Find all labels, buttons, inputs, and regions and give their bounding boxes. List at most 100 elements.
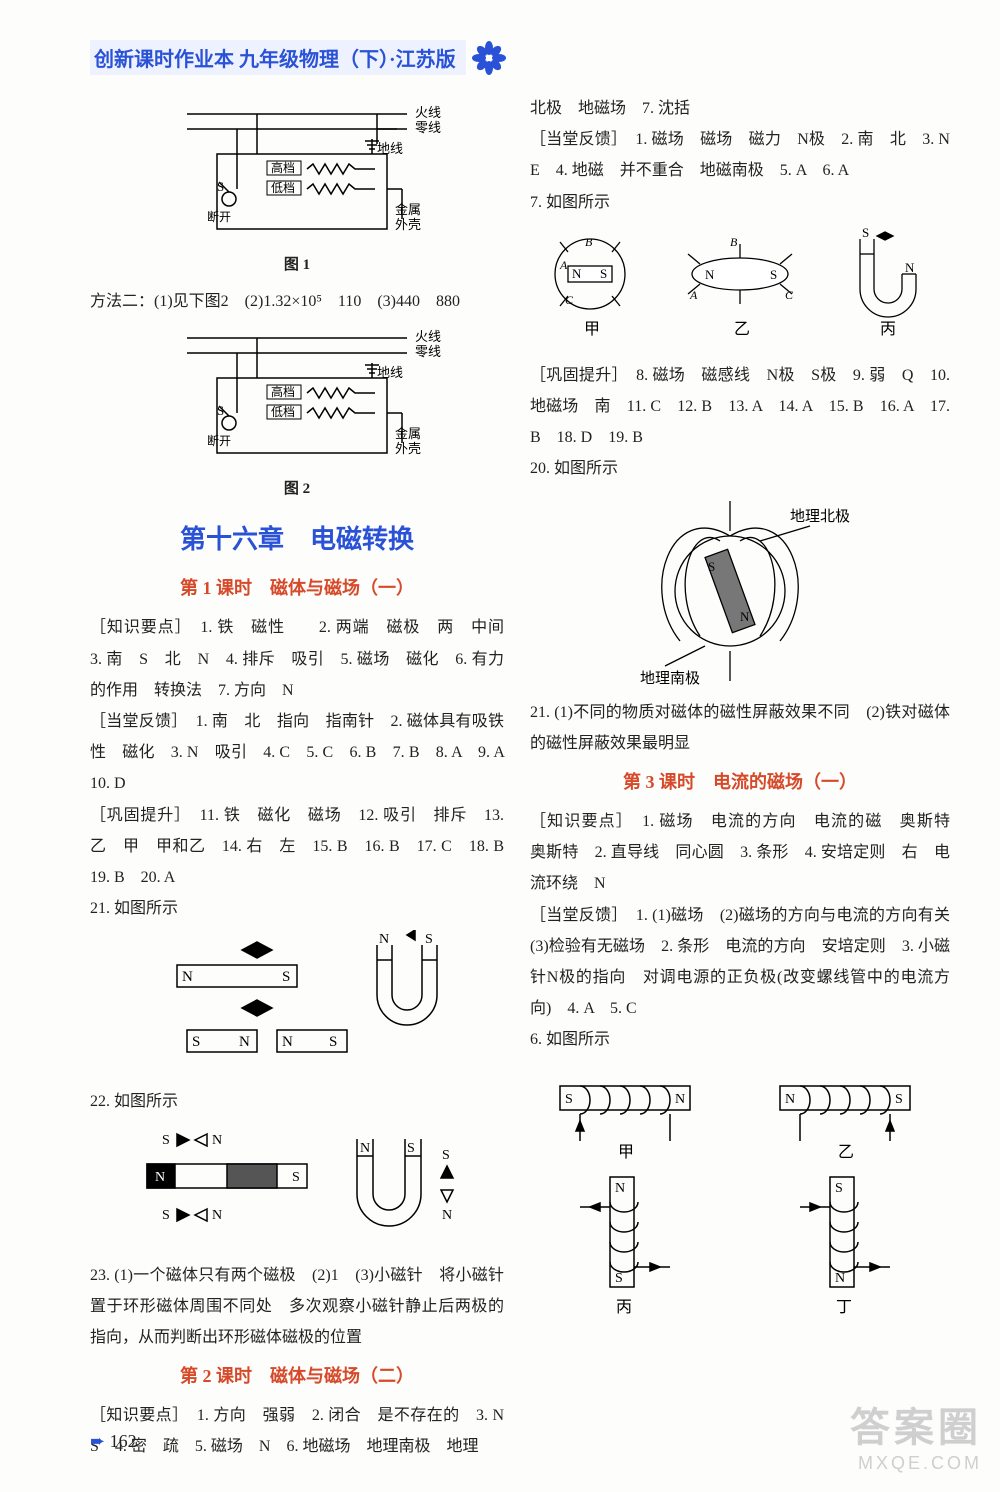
svg-text:S: S — [770, 267, 777, 282]
svg-text:S: S — [600, 266, 607, 281]
svg-text:N: N — [572, 266, 582, 281]
svg-text:S: S — [282, 969, 290, 985]
svg-text:地线: 地线 — [377, 365, 403, 380]
improve2: ［巩固提升］ 8. 磁场 磁感线 N极 S极 9. 弱 Q 10. 地磁场 南 … — [530, 360, 950, 454]
left-column: 火线 零线 地线 高档 低档 断开 金属 外壳 S 图 1 方法二：(1)见下图… — [90, 93, 504, 1463]
header-title: 创新课时作业本 九年级物理（下）·江苏版 — [90, 40, 466, 75]
svg-text:零线: 零线 — [415, 344, 441, 359]
right-column: 北极 地磁场 7. 沈括 ［当堂反馈］ 1. 磁场 磁场 磁力 N极 2. 南 … — [530, 93, 950, 1463]
svg-text:低档: 低档 — [271, 181, 295, 195]
watermark: 答案圈 MXQE.COM — [850, 1395, 982, 1474]
svg-text:乙: 乙 — [838, 1144, 854, 1161]
label-ground: 地线 — [377, 141, 403, 156]
svg-text:S: S — [329, 1034, 337, 1050]
q21: 21. 如图所示 — [90, 893, 504, 924]
lesson1-title: 第 1 课时 磁体与磁场（一） — [90, 571, 504, 606]
figure-1: 火线 零线 地线 高档 低档 断开 金属 外壳 S 图 1 — [90, 99, 504, 280]
svg-text:N: N — [379, 932, 389, 947]
content-columns: 火线 零线 地线 高档 低档 断开 金属 外壳 S 图 1 方法二：(1)见下图… — [90, 93, 950, 1463]
svg-text:B: B — [585, 235, 593, 249]
svg-text:S: S — [442, 1148, 450, 1163]
earth-north-label: 地理北极 — [790, 508, 850, 525]
kp1: ［知识要点］ 1. 铁 磁性 2. 两端 磁极 两 中间 3. 南 S 北 N … — [90, 612, 504, 706]
svg-text:外壳: 外壳 — [395, 441, 421, 456]
page-marker-icon: ➨ — [90, 1431, 105, 1451]
svg-text:S: S — [217, 179, 224, 194]
svg-text:乙: 乙 — [734, 321, 750, 338]
svg-text:断开: 断开 — [207, 433, 231, 448]
fig2-caption: 图 2 — [90, 475, 504, 504]
svg-text:丙: 丙 — [616, 1299, 632, 1316]
svg-text:S: S — [615, 1271, 623, 1286]
svg-text:B: B — [730, 235, 738, 249]
svg-text:丁: 丁 — [836, 1299, 852, 1316]
lesson3-title: 第 3 课时 电流的磁场（一） — [530, 765, 950, 800]
svg-text:S: S — [407, 1141, 415, 1156]
svg-text:金属: 金属 — [395, 202, 421, 217]
svg-text:金属: 金属 — [395, 426, 421, 441]
svg-text:C: C — [785, 288, 794, 302]
figure-earth: S N 地理北极 地理南极 — [530, 491, 950, 691]
svg-text:丙: 丙 — [880, 321, 896, 338]
fig1-caption: 图 1 — [90, 251, 504, 280]
svg-text:N: N — [360, 1141, 370, 1156]
label-neutral: 零线 — [415, 120, 441, 135]
svg-text:N: N — [740, 609, 750, 624]
figure-q21: N S S N N S N S — [90, 930, 504, 1080]
feedback2: ［当堂反馈］ 1. 磁场 磁场 磁力 N极 2. 南 北 3. N E 4. 地… — [530, 124, 950, 186]
svg-text:C: C — [565, 293, 574, 307]
svg-text:N: N — [182, 969, 193, 985]
svg-text:N: N — [835, 1271, 845, 1286]
chapter-title: 第十六章 电磁转换 — [90, 515, 504, 566]
q6r: 6. 如图所示 — [530, 1024, 950, 1055]
svg-text:断开: 断开 — [207, 209, 231, 224]
lesson2-title: 第 2 课时 磁体与磁场（二） — [90, 1359, 504, 1394]
page-number-value: 162 — [110, 1431, 137, 1451]
svg-text:S: S — [217, 403, 224, 418]
svg-text:N: N — [905, 260, 915, 275]
svg-text:A: A — [689, 288, 698, 302]
q22: 22. 如图所示 — [90, 1086, 504, 1117]
svg-text:高档: 高档 — [271, 384, 295, 399]
svg-text:外壳: 外壳 — [395, 217, 421, 232]
flower-icon — [472, 41, 506, 75]
svg-text:N: N — [675, 1092, 685, 1107]
svg-text:火线: 火线 — [415, 329, 441, 344]
svg-text:N: N — [615, 1181, 625, 1196]
svg-text:S: S — [162, 1208, 170, 1223]
q7r: 7. 如图所示 — [530, 187, 950, 218]
svg-text:低档: 低档 — [271, 405, 295, 419]
svg-text:甲: 甲 — [584, 321, 600, 338]
kp3: ［知识要点］ 1. 磁场 电流的方向 电流的磁 奥斯特 奥斯特 2. 直导线 同… — [530, 806, 950, 900]
figure-q6-bottom: N S 丙 S N 丁 — [530, 1167, 950, 1317]
svg-text:S: S — [192, 1034, 200, 1050]
svg-text:S: S — [292, 1170, 300, 1185]
svg-text:N: N — [155, 1170, 165, 1185]
cont-text: 北极 地磁场 7. 沈括 — [530, 93, 950, 124]
q20r: 20. 如图所示 — [530, 453, 950, 484]
svg-text:N: N — [442, 1208, 452, 1223]
label-hot: 火线 — [415, 105, 441, 120]
svg-text:N: N — [282, 1034, 293, 1050]
svg-text:N: N — [705, 267, 715, 282]
svg-text:S: S — [425, 932, 433, 947]
figure-2: 火线 零线 地线 高档 低档 断开 金属 外壳 S 图 2 — [90, 323, 504, 504]
svg-text:S: S — [895, 1092, 903, 1107]
kp2: ［知识要点］ 1. 方向 强弱 2. 闭合 是不存在的 3. N S 4. 密 … — [90, 1400, 504, 1462]
svg-text:S: S — [162, 1133, 170, 1148]
improve1: ［巩固提升］ 11. 铁 磁化 磁场 12. 吸引 排斥 13. 乙 甲 甲和乙… — [90, 800, 504, 894]
svg-text:N: N — [212, 1208, 222, 1223]
svg-text:高档: 高档 — [271, 160, 295, 175]
q23: 23. (1)一个磁体只有两个磁极 (2)1 (3)小磁针 将小磁针置于环形磁体… — [90, 1260, 504, 1354]
figure-q22: S N N S S N N S S — [90, 1124, 504, 1254]
page-header: 创新课时作业本 九年级物理（下）·江苏版 — [90, 40, 950, 75]
feedback1: ［当堂反馈］ 1. 南 北 指向 指南针 2. 磁体具有吸铁性 磁化 3. N … — [90, 706, 504, 800]
svg-text:S: S — [565, 1092, 573, 1107]
figure-q7: N S B A C 甲 N S B A C 乙 S — [530, 224, 950, 354]
q21r: 21. (1)不同的物质对磁体的磁性屏蔽效果不同 (2)铁对磁体的磁性屏蔽效果最… — [530, 697, 950, 759]
svg-text:N: N — [785, 1092, 795, 1107]
watermark-bottom: MXQE.COM — [850, 1453, 982, 1474]
svg-text:N: N — [239, 1034, 250, 1050]
svg-text:S: S — [708, 559, 715, 574]
watermark-top: 答案圈 — [850, 1395, 982, 1453]
